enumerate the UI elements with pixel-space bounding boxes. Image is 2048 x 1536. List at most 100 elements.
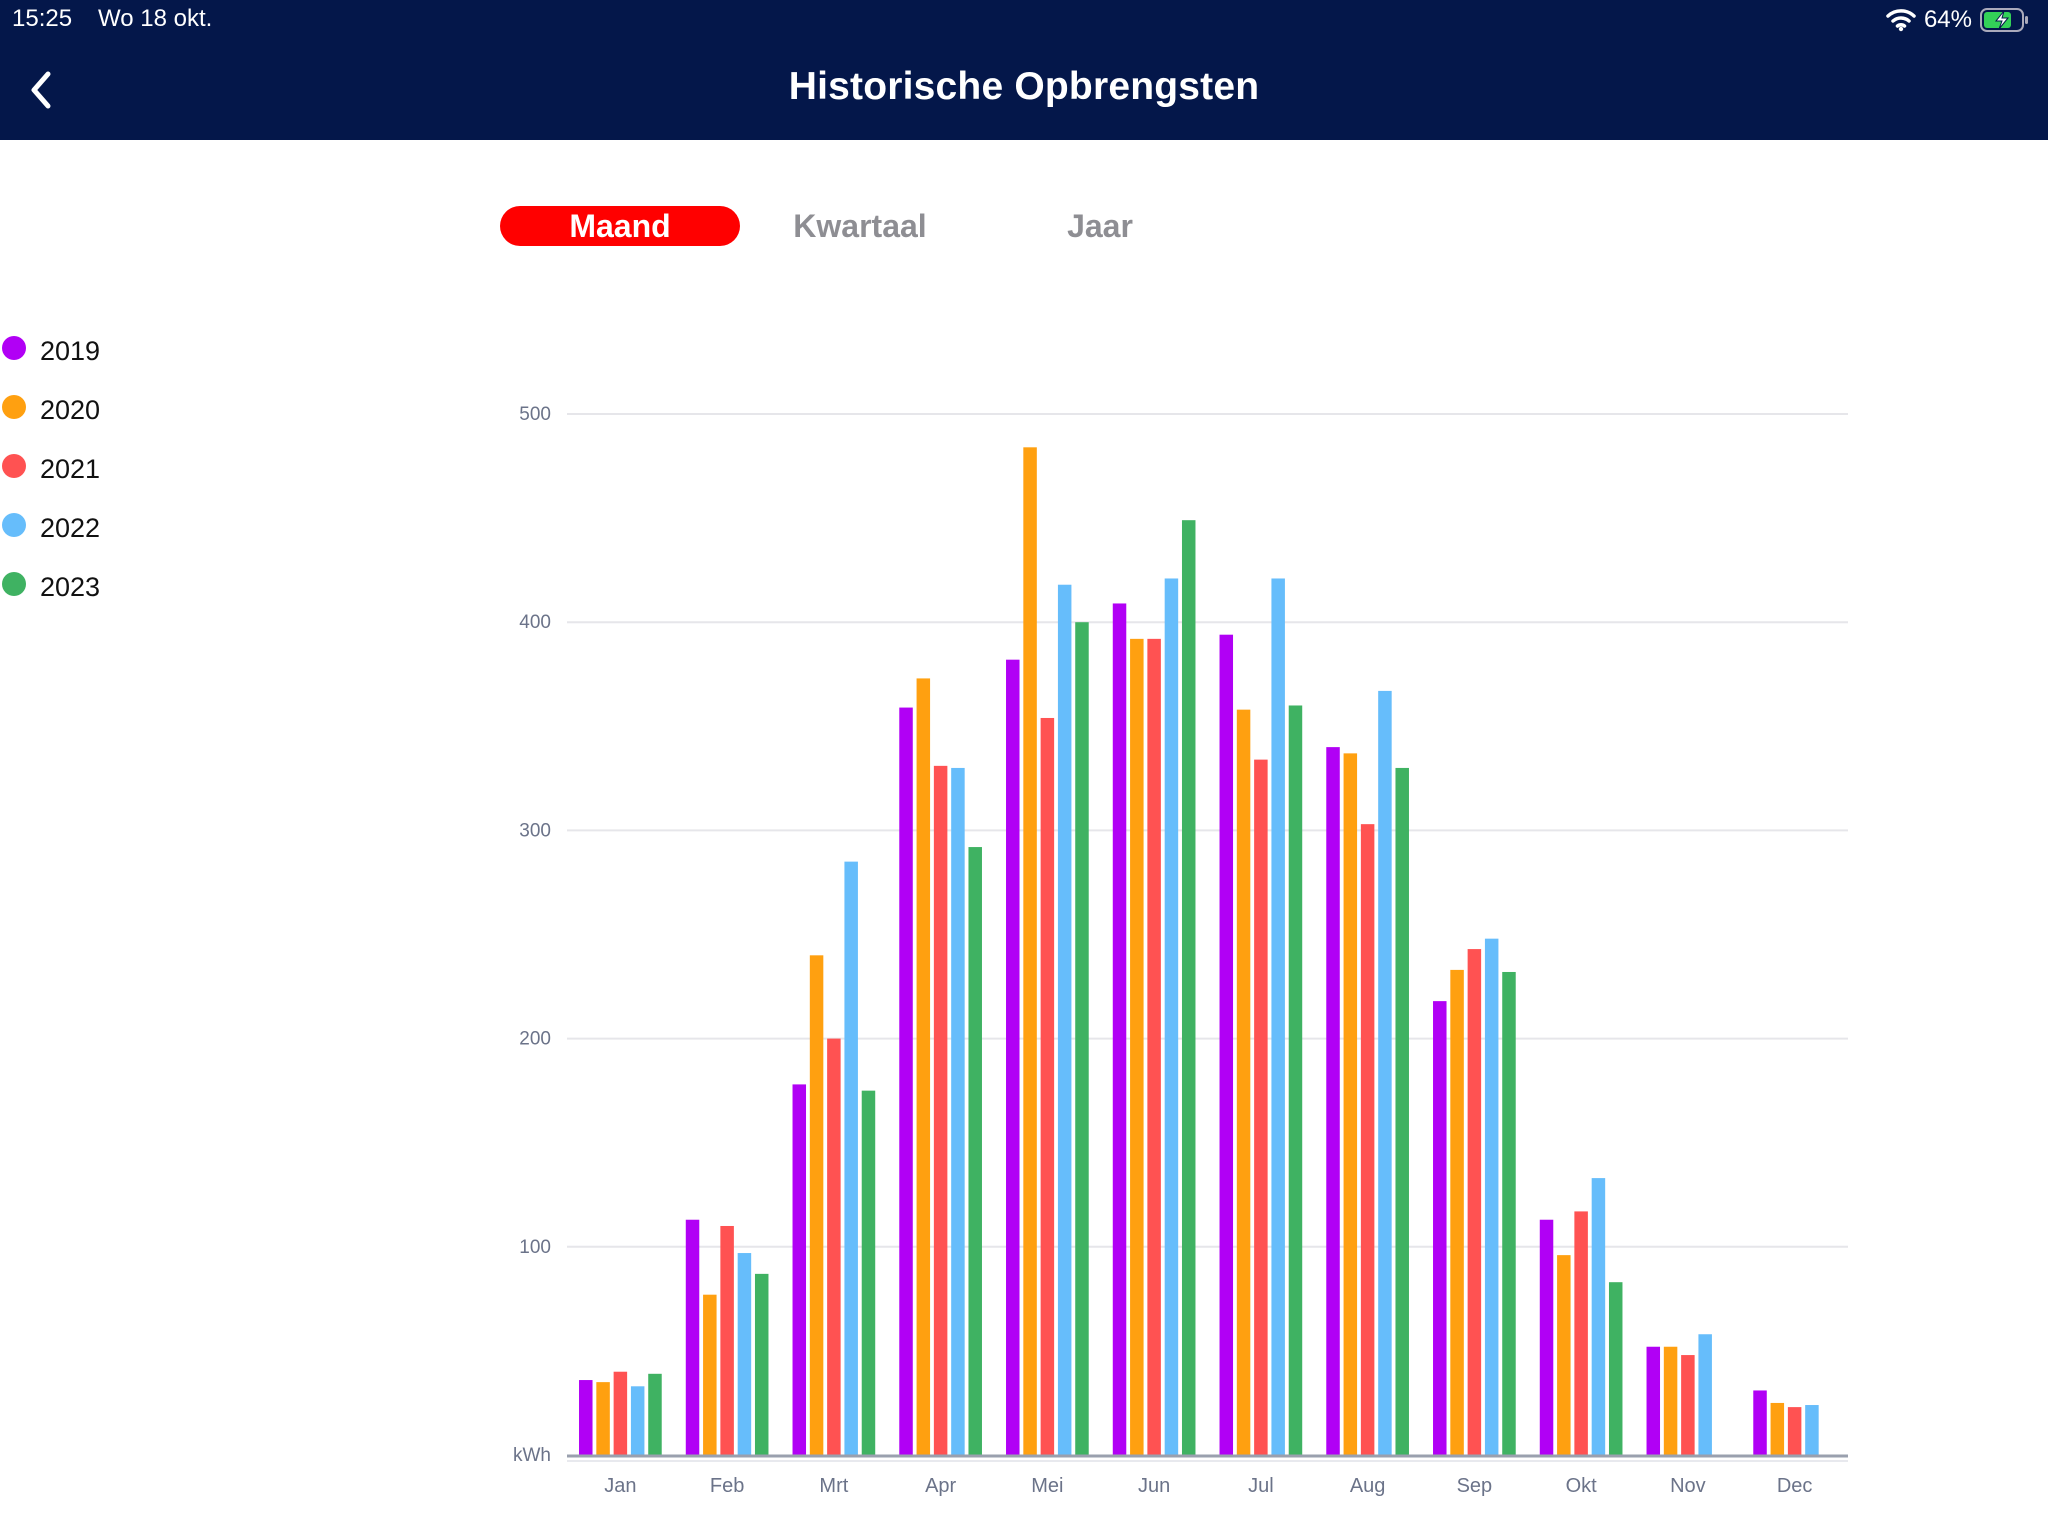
bar-2020-jan: [596, 1382, 610, 1455]
bar-2023-mrt: [861, 1090, 876, 1455]
bar-2022-jun: [1164, 578, 1179, 1455]
bar-2021-apr: [933, 765, 948, 1455]
wifi-icon: [1886, 9, 1916, 32]
nav-bar: Historische Opbrengsten: [0, 40, 2048, 140]
bar-2019-mei: [1006, 659, 1020, 1455]
bar-2023-jan: [648, 1373, 662, 1455]
tab-jaar[interactable]: Jaar: [1067, 208, 1133, 244]
y-tick-label: 300: [519, 820, 551, 841]
legend-swatch-2021: [2, 453, 26, 478]
bar-2020-sep: [1450, 969, 1464, 1455]
bar-2020-apr: [916, 678, 931, 1455]
bar-2019-aug: [1326, 747, 1340, 1455]
legend-swatch-2020: [2, 394, 26, 419]
x-tick-label: Apr: [925, 1475, 956, 1497]
battery-icon: [1980, 8, 2028, 32]
legend-item-2021[interactable]: 2021: [0, 440, 100, 499]
bar-2022-okt: [1591, 1178, 1606, 1455]
x-tick-label: Okt: [1566, 1475, 1598, 1497]
bar-2020-feb: [703, 1294, 717, 1455]
legend-item-2022[interactable]: 2022: [0, 499, 100, 558]
status-date: Wo 18 okt.: [98, 5, 213, 32]
bar-2019-jan: [579, 1380, 593, 1455]
bar-2023-jul: [1288, 705, 1303, 1455]
bar-2019-dec: [1753, 1390, 1767, 1455]
bar-2019-apr: [899, 707, 913, 1455]
bar-2020-aug: [1343, 753, 1358, 1455]
x-tick-label: Mrt: [819, 1475, 848, 1497]
x-tick-label: Nov: [1670, 1475, 1706, 1497]
bar-2022-aug: [1378, 690, 1392, 1455]
bar-2022-mei: [1057, 584, 1072, 1455]
bar-2019-mrt: [792, 1084, 807, 1455]
bar-2019-jul: [1219, 634, 1234, 1455]
bar-2023-jun: [1181, 520, 1196, 1455]
legend-item-2023[interactable]: 2023: [0, 558, 100, 617]
legend-item-2020[interactable]: 2020: [0, 381, 100, 440]
bar-2021-mei: [1040, 717, 1055, 1455]
bar-2019-feb: [685, 1219, 700, 1455]
bar-2021-nov: [1681, 1355, 1695, 1455]
chart-legend: 2019 2020 2021 2022 2023: [0, 322, 100, 617]
y-tick-label: 100: [519, 1237, 551, 1258]
legend-label: 2020: [40, 395, 101, 425]
bar-2021-mrt: [827, 1038, 841, 1455]
tab-kwartaal[interactable]: Kwartaal: [793, 208, 927, 244]
bar-2022-dec: [1805, 1405, 1819, 1455]
bar-2020-jun: [1130, 638, 1144, 1455]
y-tick-label: 200: [519, 1029, 551, 1050]
bar-2020-okt: [1557, 1255, 1571, 1455]
bar-2023-mei: [1075, 622, 1089, 1455]
tab-maand[interactable]: Maand: [500, 206, 740, 246]
legend-swatch-2023: [2, 571, 26, 596]
bar-2021-jan: [613, 1371, 628, 1455]
status-right: 64%: [1886, 4, 2030, 36]
battery-percent: 64%: [1923, 6, 1972, 33]
bar-2021-feb: [720, 1225, 734, 1455]
bar-2021-jun: [1147, 638, 1161, 1455]
bar-2023-okt: [1608, 1282, 1623, 1455]
bar-2022-jul: [1271, 578, 1285, 1455]
x-tick-label: Mei: [1031, 1475, 1063, 1497]
x-tick-label: Sep: [1457, 1475, 1493, 1497]
x-tick-label: Aug: [1350, 1475, 1386, 1497]
bar-2022-jan: [630, 1386, 645, 1455]
bar-2019-sep: [1433, 1001, 1447, 1455]
bar-2021-aug: [1360, 824, 1375, 1455]
y-tick-label: 400: [519, 612, 551, 633]
bar-2021-sep: [1467, 949, 1482, 1455]
bar-2022-sep: [1484, 938, 1499, 1455]
bar-2020-mei: [1023, 447, 1037, 1455]
x-tick-label: Jan: [604, 1475, 636, 1497]
legend-label: 2023: [40, 572, 101, 602]
back-chevron-icon[interactable]: [18, 65, 68, 115]
bar-2023-feb: [754, 1273, 769, 1455]
bar-2022-mrt: [844, 861, 858, 1455]
status-time: 15:25: [12, 5, 73, 32]
y-axis-unit-label: kWh: [513, 1445, 551, 1466]
bar-2021-okt: [1574, 1211, 1588, 1455]
x-tick-label: Dec: [1777, 1475, 1813, 1497]
legend-swatch-2022: [2, 512, 26, 537]
y-tick-label: 500: [519, 404, 551, 425]
bar-2019-okt: [1539, 1219, 1554, 1455]
bar-2023-sep: [1502, 971, 1516, 1455]
bar-2020-dec: [1770, 1402, 1785, 1455]
x-tick-label: Feb: [710, 1475, 744, 1497]
bar-2020-nov: [1663, 1346, 1678, 1455]
legend-item-2019[interactable]: 2019: [0, 322, 100, 381]
status-bar: 15:25 Wo 18 okt. 64%: [0, 0, 2048, 40]
bar-2022-apr: [951, 767, 965, 1455]
legend-label: 2022: [40, 513, 101, 543]
bar-2020-jul: [1236, 709, 1251, 1455]
bar-2019-jun: [1112, 603, 1127, 1455]
page-title: Historische Opbrengsten: [788, 65, 1260, 108]
x-tick-label: Jun: [1138, 1475, 1170, 1497]
x-tick-label: Jul: [1248, 1475, 1274, 1497]
legend-label: 2019: [40, 336, 101, 366]
legend-swatch-2019: [2, 335, 26, 360]
bar-2022-nov: [1698, 1334, 1712, 1455]
bar-2022-feb: [737, 1253, 752, 1455]
legend-label: 2021: [40, 454, 101, 484]
